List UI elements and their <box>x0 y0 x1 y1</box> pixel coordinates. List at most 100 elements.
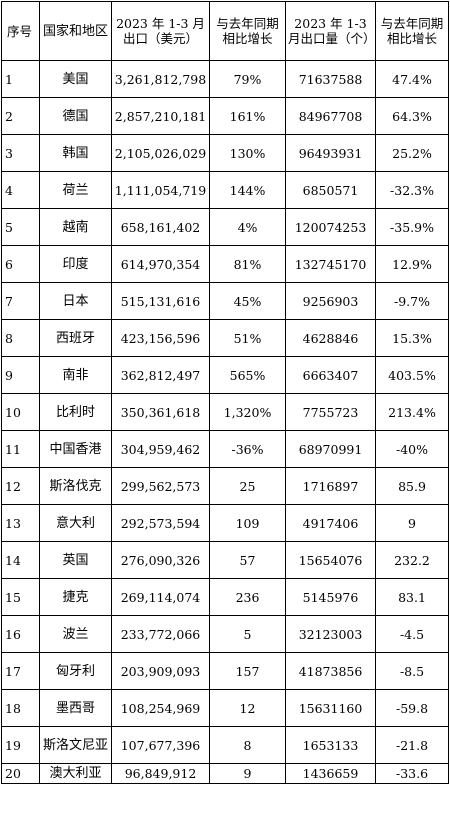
table-row: 6 印度 614,970,354 81% 132745170 12.9% <box>1 245 449 283</box>
table-row: 17 匈牙利 203,909,093 157 41873856 -8.5 <box>1 652 449 690</box>
row-seq: 1 <box>1 60 40 98</box>
row-usd-growth: 130% <box>209 134 286 172</box>
table-row: 15 捷克 269,114,074 236 5145976 83.1 <box>1 578 449 616</box>
row-usd-growth: 57 <box>209 541 286 579</box>
row-seq: 5 <box>1 208 40 246</box>
row-usd-growth: 1,320% <box>209 393 286 431</box>
row-country: 荷兰 <box>39 171 112 209</box>
row-qty-growth: -35.9% <box>375 208 449 246</box>
row-export-quantity: 15654076 <box>285 541 376 579</box>
row-country: 南非 <box>39 356 112 394</box>
row-usd-growth: 236 <box>209 578 286 616</box>
row-export-usd: 96,849,912 <box>111 763 210 784</box>
table-row: 4 荷兰 1,111,054,719 144% 6850571 -32.3% <box>1 171 449 209</box>
row-export-usd: 304,959,462 <box>111 430 210 468</box>
row-usd-growth: 4% <box>209 208 286 246</box>
row-export-usd: 107,677,396 <box>111 726 210 764</box>
row-export-usd: 269,114,074 <box>111 578 210 616</box>
row-export-usd: 108,254,969 <box>111 689 210 727</box>
row-qty-growth: 232.2 <box>375 541 449 579</box>
row-usd-growth: 81% <box>209 245 286 283</box>
row-qty-growth: 9 <box>375 504 449 542</box>
row-country: 美国 <box>39 60 112 98</box>
row-export-quantity: 71637588 <box>285 60 376 98</box>
row-usd-growth: 25 <box>209 467 286 505</box>
row-seq: 7 <box>1 282 40 320</box>
row-seq: 19 <box>1 726 40 764</box>
row-export-usd: 2,857,210,181 <box>111 97 210 135</box>
row-export-quantity: 9256903 <box>285 282 376 320</box>
row-seq: 6 <box>1 245 40 283</box>
table-row: 10 比利时 350,361,618 1,320% 7755723 213.4% <box>1 393 449 431</box>
header-export-usd: 2023 年 1-3 月出口（美元） <box>111 1 210 61</box>
row-seq: 18 <box>1 689 40 727</box>
table-row: 5 越南 658,161,402 4% 120074253 -35.9% <box>1 208 449 246</box>
header-country: 国家和地区 <box>39 1 112 61</box>
row-export-usd: 515,131,616 <box>111 282 210 320</box>
row-qty-growth: 12.9% <box>375 245 449 283</box>
row-seq: 4 <box>1 171 40 209</box>
table-row: 2 德国 2,857,210,181 161% 84967708 64.3% <box>1 97 449 135</box>
table-row: 12 斯洛伐克 299,562,573 25 1716897 85.9 <box>1 467 449 505</box>
row-export-quantity: 6850571 <box>285 171 376 209</box>
table-body: 1 美国 3,261,812,798 79% 71637588 47.4% 2 德国 2,857… <box>1 60 449 784</box>
row-export-usd: 423,156,596 <box>111 319 210 357</box>
table-row: 1 美国 3,261,812,798 79% 71637588 47.4% <box>1 60 449 98</box>
row-country: 日本 <box>39 282 112 320</box>
row-country: 波兰 <box>39 615 112 653</box>
row-country: 澳大利亚 <box>39 763 112 784</box>
row-qty-growth: 85.9 <box>375 467 449 505</box>
table-row: 11 中国香港 304,959,462 -36% 68970991 -40% <box>1 430 449 468</box>
row-export-quantity: 84967708 <box>285 97 376 135</box>
row-export-usd: 614,970,354 <box>111 245 210 283</box>
row-export-usd: 2,105,026,029 <box>111 134 210 172</box>
row-qty-growth: 83.1 <box>375 578 449 616</box>
header-usd-growth: 与去年同期相比增长 <box>209 1 286 61</box>
row-qty-growth: -4.5 <box>375 615 449 653</box>
row-usd-growth: 157 <box>209 652 286 690</box>
row-qty-growth: 64.3% <box>375 97 449 135</box>
row-export-quantity: 1716897 <box>285 467 376 505</box>
row-country: 匈牙利 <box>39 652 112 690</box>
row-seq: 9 <box>1 356 40 394</box>
row-export-usd: 203,909,093 <box>111 652 210 690</box>
row-seq: 8 <box>1 319 40 357</box>
row-export-quantity: 7755723 <box>285 393 376 431</box>
row-seq: 11 <box>1 430 40 468</box>
row-usd-growth: 12 <box>209 689 286 727</box>
row-export-usd: 276,090,326 <box>111 541 210 579</box>
table-row: 20 澳大利亚 96,849,912 9 1436659 -33.6 <box>1 763 449 784</box>
header-seq: 序号 <box>1 1 40 61</box>
row-seq: 16 <box>1 615 40 653</box>
row-export-quantity: 132745170 <box>285 245 376 283</box>
row-export-quantity: 68970991 <box>285 430 376 468</box>
row-country: 韩国 <box>39 134 112 172</box>
row-usd-growth: 5 <box>209 615 286 653</box>
export-table-container: 序号 国家和地区 2023 年 1-3 月出口（美元） 与去年同期相比增长 20… <box>1 1 449 784</box>
row-usd-growth: 144% <box>209 171 286 209</box>
row-qty-growth: 15.3% <box>375 319 449 357</box>
row-country: 越南 <box>39 208 112 246</box>
row-qty-growth: 403.5% <box>375 356 449 394</box>
table-row: 14 英国 276,090,326 57 15654076 232.2 <box>1 541 449 579</box>
table-row: 18 墨西哥 108,254,969 12 15631160 -59.8 <box>1 689 449 727</box>
table-row: 19 斯洛文尼亚 107,677,396 8 1653133 -21.8 <box>1 726 449 764</box>
row-export-quantity: 5145976 <box>285 578 376 616</box>
row-export-quantity: 1653133 <box>285 726 376 764</box>
row-export-usd: 1,111,054,719 <box>111 171 210 209</box>
row-usd-growth: -36% <box>209 430 286 468</box>
row-usd-growth: 51% <box>209 319 286 357</box>
table-row: 9 南非 362,812,497 565% 6663407 403.5% <box>1 356 449 394</box>
row-usd-growth: 79% <box>209 60 286 98</box>
row-country: 西班牙 <box>39 319 112 357</box>
row-export-quantity: 15631160 <box>285 689 376 727</box>
row-export-quantity: 41873856 <box>285 652 376 690</box>
row-country: 英国 <box>39 541 112 579</box>
row-usd-growth: 45% <box>209 282 286 320</box>
row-qty-growth: -33.6 <box>375 763 449 784</box>
row-export-usd: 658,161,402 <box>111 208 210 246</box>
table-row: 16 波兰 233,772,066 5 32123003 -4.5 <box>1 615 449 653</box>
row-export-usd: 233,772,066 <box>111 615 210 653</box>
row-usd-growth: 9 <box>209 763 286 784</box>
row-seq: 20 <box>1 763 40 784</box>
